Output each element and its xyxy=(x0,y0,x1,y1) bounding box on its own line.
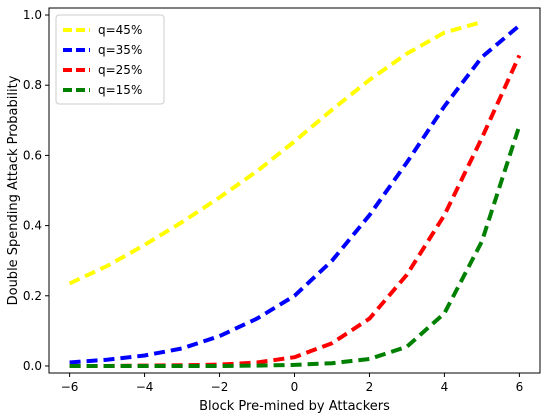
series-line-1 xyxy=(69,23,521,365)
x-tick-label: −4 xyxy=(136,380,154,394)
legend: q=45% q=35% q=25% q=15% xyxy=(55,14,165,105)
x-tick-label: 6 xyxy=(516,380,524,394)
x-tick-label: −2 xyxy=(211,380,229,394)
y-axis-ticks: 0.0 0.2 0.4 0.6 0.8 1.0 xyxy=(23,8,49,373)
y-tick-label: 0.6 xyxy=(23,148,42,162)
series-line-3 xyxy=(69,124,522,368)
series-layer xyxy=(68,20,522,368)
y-tick-label: 0.4 xyxy=(23,219,42,233)
y-tick-label: 0.0 xyxy=(23,359,42,373)
legend-entry: q=25% xyxy=(98,63,142,77)
y-tick-label: 0.2 xyxy=(23,289,42,303)
x-tick-label: 0 xyxy=(291,380,299,394)
y-axis-label: Double Spending Attack Probability xyxy=(6,75,21,305)
x-axis-ticks: −6 −4 −2 0 2 4 6 xyxy=(61,373,523,394)
x-tick-label: 4 xyxy=(441,380,449,394)
x-tick-label: 2 xyxy=(366,380,374,394)
x-axis-label: Block Pre-mined by Attackers xyxy=(199,399,390,414)
legend-entry: q=45% xyxy=(98,23,142,37)
y-tick-label: 0.8 xyxy=(23,78,42,92)
legend-entry: q=35% xyxy=(98,43,142,57)
series-line-0 xyxy=(68,20,483,286)
y-tick-label: 1.0 xyxy=(23,8,42,22)
legend-box xyxy=(55,14,165,105)
x-tick-label: −6 xyxy=(61,380,79,394)
legend-entry: q=15% xyxy=(98,83,142,97)
